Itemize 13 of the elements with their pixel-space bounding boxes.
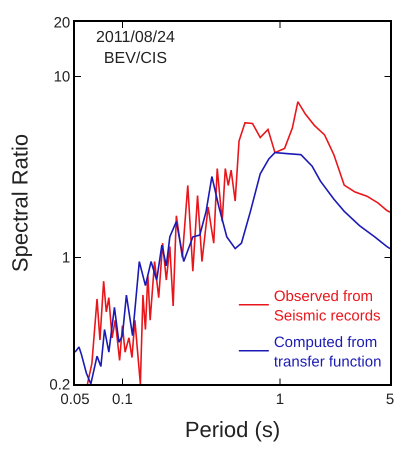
legend-label: Observed from Seismic records: [274, 288, 381, 324]
y-tick-label: 1: [62, 250, 70, 267]
x-tick-label: 0.05: [60, 390, 90, 408]
y-tick-label: 20: [54, 14, 70, 32]
x-tick-label: 5: [386, 390, 394, 408]
x-tick-label: 0.1: [112, 390, 133, 408]
legend-label: Computed from transfer function: [274, 334, 382, 370]
y-tick-label: 0.2: [49, 376, 70, 394]
y-tick-label: 10: [54, 68, 70, 86]
annotation: 2011/08/24 BEV/CIS: [96, 29, 175, 67]
x-tick-label: 1: [276, 390, 284, 408]
x-axis-title: Period (s): [184, 417, 280, 442]
y-axis-title: Spectral Ratio: [8, 134, 33, 272]
